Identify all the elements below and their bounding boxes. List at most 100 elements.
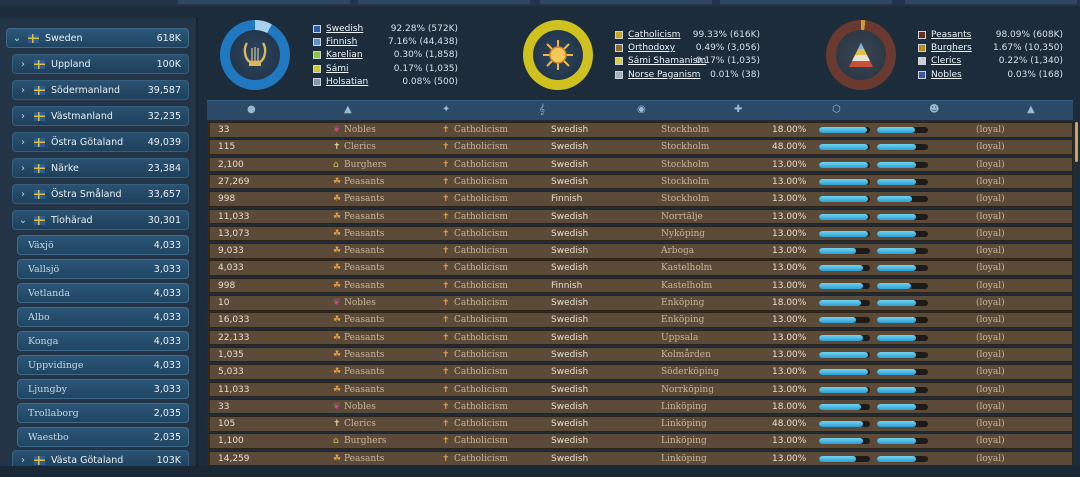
culture-legend: Swedish 92.28% (572K) Finnish 7.16% (44,438… bbox=[313, 22, 458, 88]
sidebar-item[interactable]: Växjö 4,033 bbox=[17, 235, 189, 255]
religion-emblem[interactable] bbox=[523, 20, 593, 90]
legend-name[interactable]: Orthodoxy bbox=[628, 42, 676, 53]
chevron-down-icon[interactable]: ⌄ bbox=[18, 214, 28, 226]
table-row[interactable]: 5,033 ☘ Peasants ✝ Catholicism Swedish Söderkö… bbox=[207, 364, 1073, 380]
legend-name[interactable]: Peasants bbox=[931, 29, 972, 40]
sidebar-item[interactable]: › Östra Småland 33,657 bbox=[12, 184, 189, 204]
table-row[interactable]: 27,269 ☘ Peasants ✝ Catholicism Swedish Stockh… bbox=[207, 173, 1073, 190]
pop-loyalty: (loyal) bbox=[976, 367, 1005, 378]
sidebar-item[interactable]: Konga 4,033 bbox=[17, 331, 189, 351]
table-row[interactable]: 13,073 ☘ Peasants ✝ Catholicism Swedish Nyköpi… bbox=[207, 225, 1073, 242]
sidebar-item[interactable]: Ljungby 3,033 bbox=[17, 379, 189, 399]
sidebar-item[interactable]: › Västmanland 32,235 bbox=[12, 106, 189, 126]
location-icon[interactable]: ◉ bbox=[637, 104, 646, 115]
chevron-right-icon[interactable]: › bbox=[21, 110, 25, 122]
flame-icon[interactable]: ▲ bbox=[1027, 104, 1035, 115]
chevron-right-icon[interactable]: › bbox=[21, 454, 25, 466]
table-row[interactable]: 998 ☘ Peasants ✝ Catholicism Finnish Stockholm… bbox=[207, 191, 1073, 207]
cross-icon: ✝ bbox=[442, 246, 450, 257]
color-swatch bbox=[615, 30, 623, 39]
legend-row[interactable]: Swedish 92.28% (572K) bbox=[313, 22, 458, 35]
class-emblem[interactable] bbox=[826, 20, 896, 90]
table-row[interactable]: 998 ☘ Peasants ✝ Catholicism Finnish Kastelhol… bbox=[207, 277, 1073, 294]
sidebar-item[interactable]: Waestbo 2,035 bbox=[17, 427, 189, 447]
chevron-right-icon[interactable]: › bbox=[21, 84, 25, 96]
table-row[interactable]: 115 ✝ Clerics ✝ Catholicism Swedish Stockholm 4… bbox=[207, 139, 1073, 155]
table-row[interactable]: 11,033 ☘ Peasants ✝ Catholicism Swedish Norrtä… bbox=[207, 208, 1073, 224]
color-swatch bbox=[615, 57, 623, 66]
legend-name[interactable]: Sámi bbox=[326, 63, 349, 74]
legend-row[interactable]: Burghers 1.67% (10,350) bbox=[918, 41, 1063, 54]
chevron-down-icon[interactable]: ⌄ bbox=[12, 32, 22, 44]
size-icon[interactable]: ● bbox=[247, 104, 256, 115]
religion-icon[interactable]: ✦ bbox=[442, 104, 451, 115]
sidebar-item[interactable]: Albo 4,033 bbox=[17, 307, 189, 327]
pop-size: 14,259 bbox=[218, 453, 250, 464]
table-row[interactable]: 11,033 ☘ Peasants ✝ Catholicism Swedish Norrkö… bbox=[207, 381, 1073, 397]
table-row[interactable]: 9,033 ☘ Peasants ✝ Catholicism Swedish Arboga 1… bbox=[207, 243, 1073, 259]
sidebar-item[interactable]: Vallsjö 3,033 bbox=[17, 259, 189, 279]
chevron-right-icon[interactable]: › bbox=[21, 162, 25, 174]
legend-row[interactable]: Peasants 98.09% (608K) bbox=[918, 28, 1063, 41]
legend-row[interactable]: Orthodoxy 0.49% (3,056) bbox=[615, 41, 760, 54]
sidebar-item[interactable]: › Södermanland 39,587 bbox=[12, 80, 189, 100]
sidebar-item[interactable]: ⌄ Sweden 618K bbox=[6, 28, 189, 48]
sidebar-item[interactable]: Uppvidinge 4,033 bbox=[17, 355, 189, 375]
culture-emblem[interactable] bbox=[220, 20, 290, 90]
table-row[interactable]: 33 ❦ Nobles ✝ Catholicism Swedish Stockholm 18.… bbox=[207, 122, 1073, 138]
culture-icon[interactable]: 𝄞 bbox=[539, 104, 545, 115]
class-icon[interactable]: ▲ bbox=[344, 104, 352, 115]
legend-name[interactable]: Karelian bbox=[326, 50, 363, 61]
legend-name[interactable]: Sámi Shamanism bbox=[628, 56, 707, 67]
legend-name[interactable]: Norse Paganism bbox=[628, 69, 701, 80]
legend-row[interactable]: Sámi 0.17% (1,035) bbox=[313, 62, 458, 75]
legend-row[interactable]: Holsatian 0.08% (500) bbox=[313, 75, 458, 88]
consciousness-bar bbox=[877, 386, 928, 393]
table-row[interactable]: 14,259 ☘ Peasants ✝ Catholicism Swedish Linköp… bbox=[207, 450, 1073, 467]
chevron-right-icon[interactable]: › bbox=[21, 136, 25, 148]
legend-percent: 92.28% (572K) bbox=[390, 23, 458, 34]
legend-name[interactable]: Swedish bbox=[326, 23, 364, 34]
pop-size: 27,269 bbox=[218, 176, 250, 187]
sidebar-item[interactable]: ⌄ Tiohärad 30,301 bbox=[12, 210, 189, 230]
legend-name[interactable]: Catholicism bbox=[628, 29, 681, 40]
sidebar-item-label: Konga bbox=[28, 335, 59, 347]
legend-name[interactable]: Nobles bbox=[931, 69, 962, 80]
table-row[interactable]: 22,133 ☘ Peasants ✝ Catholicism Swedish Uppsal… bbox=[207, 329, 1073, 346]
legend-name[interactable]: Burghers bbox=[931, 42, 972, 53]
legend-row[interactable]: Sámi Shamanism 0.17% (1,035) bbox=[615, 55, 760, 68]
sidebar-item[interactable]: › Närke 23,384 bbox=[12, 158, 189, 178]
pop-culture: Swedish bbox=[551, 263, 589, 274]
legend-row[interactable]: Norse Paganism 0.01% (38) bbox=[615, 68, 760, 81]
sidebar-item[interactable]: › Uppland 100K bbox=[12, 54, 189, 74]
table-row[interactable]: 1,035 ☘ Peasants ✝ Catholicism Swedish Kolmård… bbox=[207, 346, 1073, 363]
table-row[interactable]: 1,100 ⌂ Burghers ✝ Catholicism Swedish Linköpi… bbox=[207, 433, 1073, 449]
growth-icon[interactable]: ✚ bbox=[734, 104, 743, 115]
literacy-icon[interactable]: ⬡ bbox=[832, 104, 841, 115]
table-row[interactable]: 105 ✝ Clerics ✝ Catholicism Swedish Linköping 4… bbox=[207, 416, 1073, 432]
legend-row[interactable]: Finnish 7.16% (44,438) bbox=[313, 35, 458, 48]
legend-name[interactable]: Holsatian bbox=[326, 76, 369, 87]
legend-row[interactable]: Nobles 0.03% (168) bbox=[918, 68, 1063, 81]
chevron-right-icon[interactable]: › bbox=[21, 58, 25, 70]
sidebar-item[interactable]: Trollaborg 2,035 bbox=[17, 403, 189, 423]
legend-row[interactable]: Karelian 0.30% (1,858) bbox=[313, 49, 458, 62]
table-row[interactable]: 10 ❦ Nobles ✝ Catholicism Swedish Enköping 18.0… bbox=[207, 295, 1073, 311]
sidebar-item[interactable]: › Östra Götaland 49,039 bbox=[12, 132, 189, 152]
legend-name[interactable]: Clerics bbox=[931, 56, 962, 67]
chevron-right-icon[interactable]: › bbox=[21, 188, 25, 200]
satisfaction-icon[interactable]: ☻ bbox=[929, 104, 940, 115]
pop-culture: Swedish bbox=[551, 125, 589, 135]
pop-religion: Catholicism bbox=[454, 298, 508, 308]
sidebar-item[interactable]: Vetlanda 4,033 bbox=[17, 283, 189, 303]
table-row[interactable]: 33 ❦ Nobles ✝ Catholicism Swedish Linköping 18.… bbox=[207, 398, 1073, 415]
legend-row[interactable]: Clerics 0.22% (1,340) bbox=[918, 55, 1063, 68]
table-row[interactable]: 4,033 ☘ Peasants ✝ Catholicism Swedish Kastelh… bbox=[207, 260, 1073, 276]
table-row[interactable]: 2,100 ⌂ Burghers ✝ Catholicism Swedish Stockho… bbox=[207, 156, 1073, 173]
class-icon: ☘ bbox=[333, 246, 342, 257]
legend-name[interactable]: Finnish bbox=[326, 36, 358, 47]
legend-row[interactable]: Catholicism 99.33% (616K) bbox=[615, 28, 760, 41]
table-scrollbar[interactable] bbox=[1075, 122, 1078, 162]
table-row[interactable]: 16,033 ☘ Peasants ✝ Catholicism Swedish Enköpi… bbox=[207, 312, 1073, 328]
sidebar-item-label: Västmanland bbox=[51, 110, 113, 122]
